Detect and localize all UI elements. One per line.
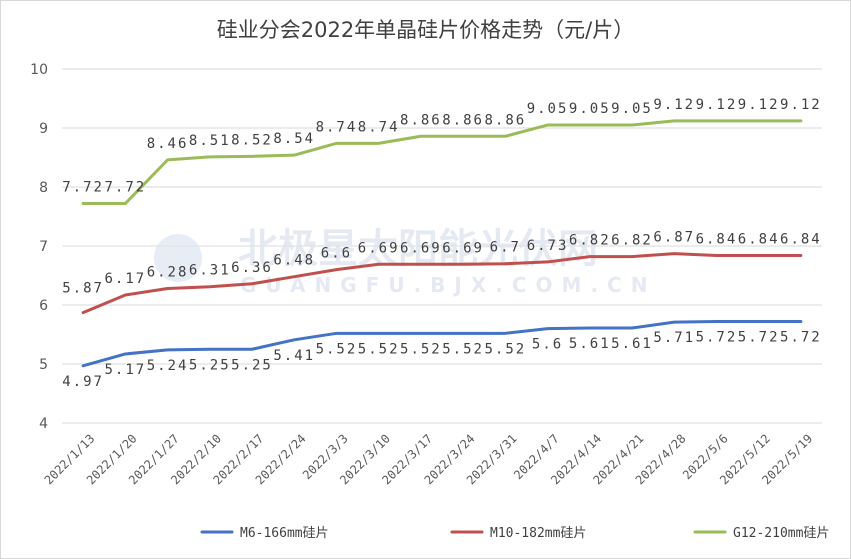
data-label: 9.12 xyxy=(780,97,822,113)
legend-label: M6-166mm硅片 xyxy=(240,526,329,541)
data-label: 8.54 xyxy=(273,131,315,147)
data-label: 5.72 xyxy=(696,330,738,346)
data-label: 6.73 xyxy=(527,238,569,254)
data-label: 4.97 xyxy=(62,374,104,390)
legend-label: G12-210mm硅片 xyxy=(733,526,829,541)
data-label: 5.72 xyxy=(738,330,780,346)
data-label: 6.17 xyxy=(104,271,146,287)
grid-lines xyxy=(62,68,822,424)
data-label: 8.74 xyxy=(358,119,400,135)
data-label: 5.61 xyxy=(611,336,653,352)
data-label: 8.52 xyxy=(231,132,273,148)
data-label: 5.61 xyxy=(569,336,611,352)
data-label: 7.72 xyxy=(104,180,146,196)
data-label: 6.87 xyxy=(653,230,695,246)
data-label: 5.72 xyxy=(780,330,822,346)
data-label: 6.48 xyxy=(273,253,315,269)
data-label: 6.69 xyxy=(358,240,400,256)
watermark-url: GUANGFU.BJX.COM.CN xyxy=(240,273,656,297)
y-tick-label: 6 xyxy=(39,298,48,314)
data-label: 5.52 xyxy=(316,341,358,357)
data-label: 5.52 xyxy=(484,341,526,357)
data-label: 6.6 xyxy=(321,246,352,262)
data-label: 5.52 xyxy=(358,341,400,357)
data-label: 6.36 xyxy=(231,260,273,276)
data-label: 8.86 xyxy=(442,112,484,128)
data-label: 5.87 xyxy=(62,281,104,297)
data-label: 5.6 xyxy=(532,337,563,353)
data-label: 5.52 xyxy=(442,341,484,357)
data-label: 6.82 xyxy=(611,233,653,249)
chart-title: 硅业分会2022年单晶硅片价格走势（元/片） xyxy=(216,18,635,42)
data-label: 6.84 xyxy=(696,231,738,247)
series-line xyxy=(81,119,803,206)
y-tick-label: 4 xyxy=(39,416,48,432)
legend: M6-166mm硅片 M10-182mm硅片 G12-210mm硅片 xyxy=(200,526,829,541)
data-label: 6.69 xyxy=(400,240,442,256)
data-label: 8.46 xyxy=(147,136,189,152)
y-tick-label: 5 xyxy=(39,357,48,373)
data-label: 5.52 xyxy=(400,341,442,357)
data-label: 7.72 xyxy=(62,180,104,196)
data-label: 5.41 xyxy=(273,348,315,364)
data-label: 6.84 xyxy=(780,231,822,247)
data-label: 6.31 xyxy=(189,263,231,279)
series-line xyxy=(81,320,803,368)
x-axis-ticks: 2022/1/132022/1/202022/1/272022/2/102022… xyxy=(42,431,816,487)
data-labels: 4.975.17 5.24 5.25 5.255.41 5.52 5.52 5.52 5.52… xyxy=(62,97,822,390)
data-label: 9.12 xyxy=(738,97,780,113)
watermark: 北极星太阳能光伏网 GUANGFU.BJX.COM.CN xyxy=(154,226,656,297)
data-label: 5.24 xyxy=(147,358,189,374)
series-lines xyxy=(81,119,803,368)
y-tick-label: 10 xyxy=(30,62,48,78)
legend-label: M10-182mm硅片 xyxy=(490,526,586,541)
data-label: 6.7 xyxy=(490,240,521,256)
data-label: 5.25 xyxy=(231,357,273,373)
data-label: 9.05 xyxy=(569,101,611,117)
data-label: 5.17 xyxy=(104,362,146,378)
y-tick-label: 8 xyxy=(39,180,48,196)
data-label: 8.51 xyxy=(189,133,231,149)
watermark-logo-icon xyxy=(154,234,202,282)
y-tick-label: 9 xyxy=(39,121,48,137)
data-label: 8.74 xyxy=(316,119,358,135)
data-label: 5.25 xyxy=(189,357,231,373)
data-label: 6.69 xyxy=(442,240,484,256)
data-label: 6.84 xyxy=(738,231,780,247)
data-label: 6.82 xyxy=(569,233,611,249)
data-label: 6.28 xyxy=(147,264,189,280)
data-label: 8.86 xyxy=(484,112,526,128)
data-label: 8.86 xyxy=(400,112,442,128)
series-line xyxy=(81,252,803,315)
data-label: 5.71 xyxy=(653,330,695,346)
y-axis-ticks: 4 5 6 7 8 9 10 xyxy=(30,62,48,432)
data-label: 9.12 xyxy=(696,97,738,113)
data-label: 9.05 xyxy=(527,101,569,117)
y-tick-label: 7 xyxy=(39,239,48,255)
data-label: 9.05 xyxy=(611,101,653,117)
data-label: 9.12 xyxy=(653,97,695,113)
